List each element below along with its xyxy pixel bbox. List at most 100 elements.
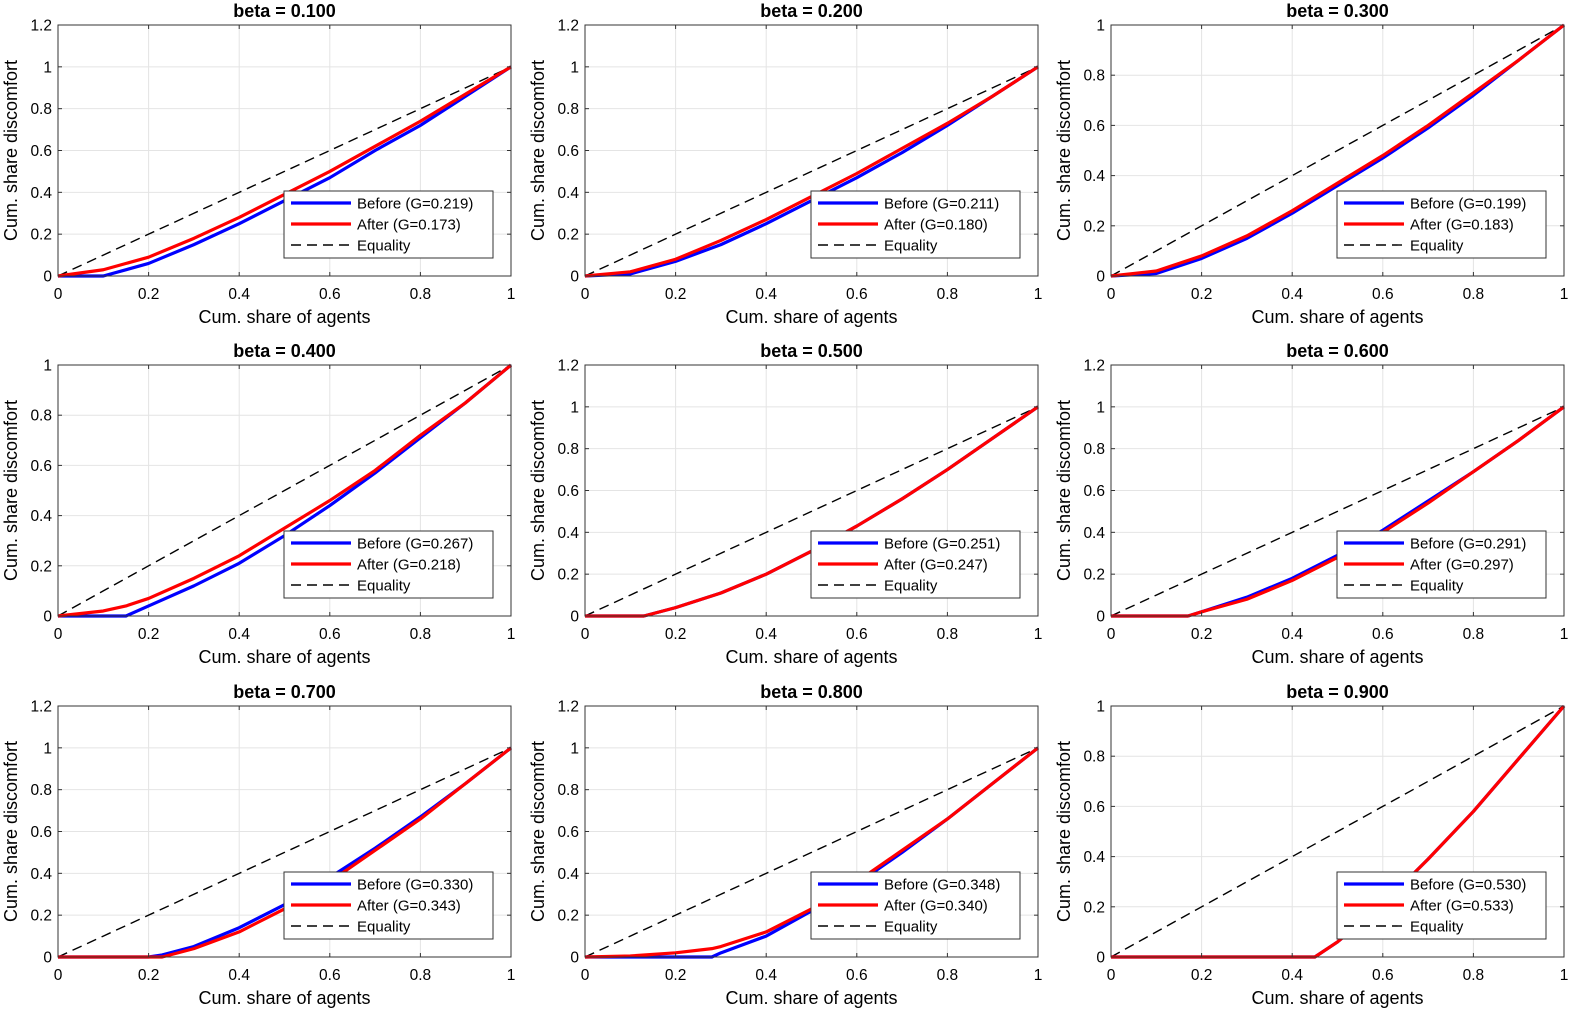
legend-before-label: Before (G=0.219) [357,196,473,213]
y-tick-label: 0.2 [1083,899,1105,916]
y-tick-label: 0.2 [30,908,52,925]
subplot-7: 0 0.2 0.4 0.6 0.8 1 0 0.2 0.4 0.6 0.8 1 1.2 beta = 0.… [1,682,515,1008]
y-tick-label: 1 [43,740,52,757]
y-tick-label: 0 [43,950,52,967]
y-tick-label: 0.6 [1083,118,1105,135]
y-axis-label: Cum. share discomfort [1054,400,1074,581]
axes-frame [1110,24,1565,277]
legend-before-label: Before (G=0.330) [357,877,473,894]
subplot-1: 0 0.2 0.4 0.6 0.8 1 0 0.2 0.4 0.6 0.8 1 1.2 beta = 0.… [1,1,515,327]
x-axis-label: Cum. share of agents [198,647,370,667]
x-tick-label: 0.6 [846,626,868,643]
x-tick-label: 0 [54,286,63,303]
y-tick-label: 0.6 [1083,799,1105,816]
x-tick-label: 1 [507,286,516,303]
y-tick-label: 0.8 [30,101,52,118]
subplot-title: beta = 0.500 [760,341,863,361]
subplot-title: beta = 0.600 [1286,341,1389,361]
x-tick-label: 0 [1107,967,1116,984]
legend-equality-label: Equality [884,238,938,255]
x-axis-label: Cum. share of agents [198,988,370,1008]
y-tick-label: 0 [1096,609,1105,626]
y-tick-label: 0 [570,950,579,967]
y-axis-label: Cum. share discomfort [1,400,21,581]
x-tick-label: 0.6 [1372,286,1394,303]
x-tick-label: 1 [507,626,516,643]
legend: Before (G=0.199) After (G=0.183) Equality [1336,190,1547,259]
y-tick-label: 1.2 [557,358,579,375]
y-axis-label: Cum. share discomfort [1,741,21,922]
x-tick-label: 1 [1034,626,1043,643]
x-tick-label: 0.4 [228,626,250,643]
legend-equality-label: Equality [884,919,938,936]
subplot-title: beta = 0.200 [760,1,863,21]
legend-before-label: Before (G=0.530) [1410,877,1526,894]
y-tick-label: 0.8 [557,441,579,458]
x-tick-label: 0.6 [1372,626,1394,643]
series-equality-line [57,364,512,617]
y-tick-label: 0.2 [1083,218,1105,235]
y-tick-label: 0.4 [557,866,579,883]
axes-frame [57,364,512,617]
y-tick-label: 0.4 [30,866,52,883]
y-axis-label: Cum. share discomfort [528,400,548,581]
legend-before-label: Before (G=0.211) [884,196,999,213]
y-tick-label: 0.6 [557,143,579,160]
y-tick-label: 1 [570,59,579,76]
x-tick-label: 0 [581,626,590,643]
subplot-title: beta = 0.700 [233,682,336,702]
y-tick-label: 0.6 [30,143,52,160]
y-tick-label: 0.8 [1083,441,1105,458]
x-tick-label: 0.8 [1463,626,1485,643]
x-axis-label: Cum. share of agents [725,307,897,327]
x-tick-label: 0.8 [410,967,432,984]
y-tick-label: 0.4 [557,185,579,202]
y-tick-label: 0.8 [1083,68,1105,85]
subplot-9: 0 0.2 0.4 0.6 0.8 1 0 0.2 0.4 0.6 0.8 1 beta = 0.900… [1054,682,1568,1008]
series-equality-line [1110,24,1565,277]
y-tick-label: 0.8 [1083,749,1105,766]
legend-after-label: After (G=0.180) [884,217,988,234]
legend: Before (G=0.530) After (G=0.533) Equality [1336,871,1547,940]
x-tick-label: 1 [1560,286,1569,303]
y-tick-label: 1 [1096,18,1105,35]
x-tick-label: 0.6 [846,967,868,984]
legend-equality-label: Equality [884,578,938,595]
x-tick-label: 0.8 [410,286,432,303]
legend-equality-label: Equality [1410,919,1464,936]
y-tick-label: 0.8 [557,101,579,118]
x-tick-label: 0 [581,286,590,303]
y-axis-label: Cum. share discomfort [528,60,548,241]
y-tick-label: 0.2 [557,567,579,584]
x-tick-label: 1 [1560,967,1569,984]
x-tick-label: 0 [1107,286,1116,303]
y-tick-label: 1 [43,59,52,76]
series-equality-line [1110,705,1565,958]
y-tick-label: 0.8 [30,782,52,799]
x-tick-label: 0.6 [846,286,868,303]
y-tick-label: 0.6 [557,483,579,500]
series-equality-line [57,747,512,958]
legend: Before (G=0.267) After (G=0.218) Equality [283,530,494,599]
y-tick-label: 0.4 [1083,525,1105,542]
x-tick-label: 0.4 [1281,626,1303,643]
y-axis-label: Cum. share discomfort [1054,741,1074,922]
legend-equality-label: Equality [357,238,411,255]
x-tick-label: 0.2 [138,286,160,303]
legend-equality-label: Equality [357,578,411,595]
y-tick-label: 0.4 [557,525,579,542]
x-tick-label: 1 [1034,967,1043,984]
legend: Before (G=0.211) After (G=0.180) Equality [810,190,1021,259]
subplot-6: 0 0.2 0.4 0.6 0.8 1 0 0.2 0.4 0.6 0.8 1 1.2 beta = 0.… [1054,341,1568,667]
y-tick-label: 0.8 [30,408,52,425]
x-tick-label: 0.4 [755,626,777,643]
y-tick-label: 0.6 [30,458,52,475]
legend-before-label: Before (G=0.251) [884,536,1000,553]
series-after-line [584,746,1039,959]
series-equality-line [584,406,1039,617]
legend-before-label: Before (G=0.291) [1410,536,1526,553]
y-tick-label: 0.2 [557,908,579,925]
x-tick-label: 0.6 [319,967,341,984]
series-equality-line [584,747,1039,958]
y-tick-label: 0.2 [557,227,579,244]
